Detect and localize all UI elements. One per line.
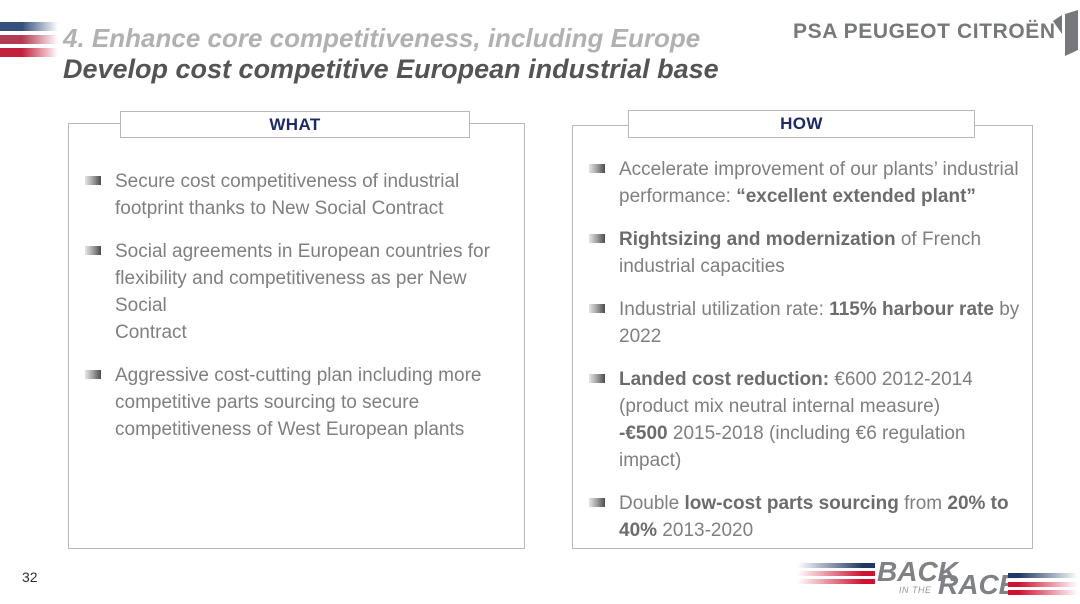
bullet-item: Landed cost reduction: €600 2012-2014 (p… [589,366,1025,474]
bullet-text: Double low-cost parts sourcing from 20% … [619,493,1009,541]
bullet-square-icon [589,498,605,507]
how-bullet-list: Accelerate improvement of our plants’ in… [589,156,1025,560]
bullet-item: Double low-cost parts sourcing from 20% … [589,490,1025,544]
how-box [572,125,1033,549]
bullet-item: Aggressive cost-cutting plan including m… [85,362,517,443]
bullet-text: Landed cost reduction: €600 2012-2014 (p… [619,369,973,471]
race-logo-race-text: RACE [938,569,1018,600]
race-stripe-right-red-icon [1008,582,1078,587]
bullet-text: Rightsizing and modernization of French … [619,229,982,277]
race-logo-back-text: BACK [877,556,958,587]
race-stripe-left-red-icon [797,571,875,576]
bullet-item: Rightsizing and modernization of French … [589,226,1025,280]
what-box [68,123,525,549]
bullet-item: Accelerate improvement of our plants’ in… [589,156,1025,210]
race-stripe-left-red2-icon [797,579,875,584]
bullet-square-icon [589,164,605,173]
race-stripe-left-navy-icon [797,563,875,568]
race-stripe-right-red2-icon [1008,590,1078,595]
bullet-text: Industrial utilization rate: 115% harbou… [619,299,1020,347]
bullet-text: Social agreements in European countries … [115,241,490,343]
psa-logo-mark-icon [1053,10,1078,56]
flag-stripe-crimson-icon [0,35,58,44]
bullet-square-icon [85,176,101,185]
bullet-square-icon [589,374,605,383]
what-header: WHAT [120,111,470,138]
bullet-item: Social agreements in European countries … [85,238,517,346]
how-header: HOW [628,110,975,138]
bullet-square-icon [85,370,101,379]
bullet-text: Aggressive cost-cutting plan including m… [115,365,482,440]
bullet-square-icon [589,234,605,243]
bullet-item: Industrial utilization rate: 115% harbou… [589,296,1025,350]
race-logo-inthe-text: IN THE [899,585,932,595]
bullet-square-icon [85,246,101,255]
what-bullet-list: Secure cost competitiveness of industria… [85,168,517,459]
slide-subtitle: Develop cost competitive European indust… [63,54,719,84]
bullet-square-icon [589,304,605,313]
slide-title: 4. Enhance core competitiveness, includi… [63,23,701,53]
flag-stripe-navy-icon [0,22,58,31]
race-stripe-right-navy-icon [1008,573,1078,578]
flag-stripe-red-icon [0,48,58,57]
psa-logo-text: PSA PEUGEOT CITROËN [793,20,1056,43]
bullet-text: Secure cost competitiveness of industria… [115,171,460,219]
page-number: 32 [22,569,38,585]
bullet-text: Accelerate improvement of our plants’ in… [619,159,1019,207]
bullet-item: Secure cost competitiveness of industria… [85,168,517,222]
